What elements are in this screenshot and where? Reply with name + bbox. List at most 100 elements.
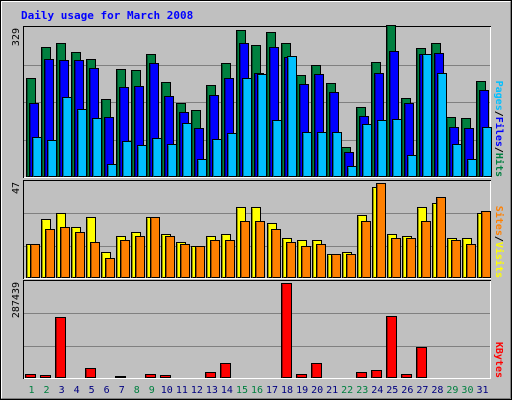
bar-kbytes-kbytes-day-7 <box>115 376 126 378</box>
bar-kbytes-kbytes-day-5 <box>85 368 96 378</box>
bar-visits-sites-day-3 <box>60 227 70 278</box>
day-label-12: 12 <box>191 385 203 396</box>
day-label-7: 7 <box>119 385 125 396</box>
bar-visits-sites-day-27 <box>421 221 431 278</box>
bar-kbytes-kbytes-day-14 <box>220 363 231 378</box>
bar-visits-sites-day-12 <box>195 246 205 278</box>
axis-title-part: / <box>493 236 504 242</box>
day-label-13: 13 <box>206 385 218 396</box>
day-label-1: 1 <box>29 385 35 396</box>
bar-hits-pages-day-31 <box>482 127 492 177</box>
axis-title-part: / <box>493 111 504 117</box>
bar-kbytes-kbytes-day-18 <box>281 283 292 378</box>
day-label-17: 17 <box>266 385 278 396</box>
bar-kbytes-kbytes-day-1 <box>25 374 36 378</box>
day-label-3: 3 <box>59 385 65 396</box>
day-label-26: 26 <box>401 385 413 396</box>
bar-visits-sites-day-14 <box>225 240 235 278</box>
day-label-16: 16 <box>251 385 263 396</box>
bar-visits-sites-day-10 <box>165 236 175 278</box>
bar-visits-sites-day-15 <box>240 221 250 278</box>
bar-kbytes-kbytes-day-9 <box>145 374 156 378</box>
bar-kbytes-kbytes-day-20 <box>311 363 322 378</box>
bar-kbytes-kbytes-day-25 <box>386 316 397 378</box>
day-label-9: 9 <box>149 385 155 396</box>
panel-hits-axis-title: Pages/Files/Hits <box>493 81 505 177</box>
day-label-25: 25 <box>386 385 398 396</box>
bar-visits-sites-day-26 <box>406 238 416 278</box>
bar-visits-sites-day-20 <box>316 244 326 278</box>
bar-visits-sites-day-13 <box>210 240 220 278</box>
day-label-29: 29 <box>446 385 458 396</box>
bar-kbytes-kbytes-day-27 <box>416 347 427 378</box>
day-label-8: 8 <box>134 385 140 396</box>
bar-visits-sites-day-11 <box>180 244 190 278</box>
day-label-14: 14 <box>221 385 233 396</box>
axis-title-part: Files <box>493 117 505 147</box>
axis-title-part: Visits <box>493 242 505 278</box>
panel-visits: 47 Sites/Visits <box>11 180 505 279</box>
chart-title: Daily usage for March 2008 <box>21 9 193 22</box>
bar-visits-sites-day-7 <box>120 240 130 278</box>
chart-panels: 329Pages/Files/Hits47Sites/Visits287439K… <box>11 25 505 396</box>
bar-visits-sites-day-19 <box>301 246 311 278</box>
day-label-23: 23 <box>356 385 368 396</box>
day-label-11: 11 <box>176 385 188 396</box>
bar-visits-sites-day-28 <box>436 197 446 278</box>
bar-visits-sites-day-4 <box>75 232 85 278</box>
bar-visits-sites-day-9 <box>150 217 160 278</box>
axis-title-part: / <box>493 147 504 153</box>
day-label-28: 28 <box>431 385 443 396</box>
bar-kbytes-kbytes-day-10 <box>160 375 171 378</box>
day-label-19: 19 <box>296 385 308 396</box>
bar-visits-sites-day-22 <box>346 254 356 278</box>
bar-kbytes-kbytes-day-13 <box>205 372 216 378</box>
day-label-27: 27 <box>416 385 428 396</box>
bar-kbytes-kbytes-day-19 <box>296 374 307 378</box>
bar-visits-sites-day-24 <box>376 183 386 278</box>
axis-title-part: Hits <box>493 153 505 177</box>
day-label-31: 31 <box>476 385 488 396</box>
bar-visits-sites-day-6 <box>105 258 115 278</box>
day-label-2: 2 <box>44 385 50 396</box>
day-label-10: 10 <box>161 385 173 396</box>
panel-hits-max-label: 329 <box>11 28 22 46</box>
bar-visits-sites-day-21 <box>331 254 341 278</box>
day-label-22: 22 <box>341 385 353 396</box>
day-label-30: 30 <box>461 385 473 396</box>
bar-visits-sites-day-31 <box>481 211 491 278</box>
bar-kbytes-kbytes-day-24 <box>371 370 382 378</box>
bar-visits-sites-day-8 <box>135 236 145 278</box>
bar-visits-sites-day-29 <box>451 240 461 278</box>
bar-visits-sites-day-23 <box>361 221 371 278</box>
day-label-5: 5 <box>89 385 95 396</box>
bar-visits-sites-day-5 <box>90 242 100 278</box>
day-label-20: 20 <box>311 385 323 396</box>
bar-kbytes-kbytes-day-26 <box>401 374 412 378</box>
day-label-15: 15 <box>236 385 248 396</box>
axis-title-part: Sites <box>493 206 505 236</box>
panel-hits: 329 Pages/Files/Hits <box>11 25 505 178</box>
panel-kbytes: 287439 KBytes <box>11 280 504 379</box>
day-label-24: 24 <box>371 385 383 396</box>
bar-visits-sites-day-18 <box>286 242 296 278</box>
bar-kbytes-kbytes-day-3 <box>55 317 66 378</box>
bar-visits-sites-day-1 <box>30 244 40 278</box>
panel-kbytes-axis-title: KBytes <box>493 342 504 378</box>
day-label-21: 21 <box>326 385 338 396</box>
bar-visits-sites-day-25 <box>391 238 401 278</box>
panel-visits-axis-title: Sites/Visits <box>493 206 505 278</box>
day-label-4: 4 <box>74 385 80 396</box>
day-label-18: 18 <box>281 385 293 396</box>
bar-kbytes-kbytes-day-2 <box>40 375 51 378</box>
bar-visits-sites-day-16 <box>255 221 265 278</box>
bar-kbytes-kbytes-day-23 <box>356 372 367 378</box>
axis-title-part: KBytes <box>493 342 504 378</box>
day-label-6: 6 <box>104 385 110 396</box>
bar-visits-sites-day-17 <box>271 229 281 278</box>
panel-kbytes-max-label: 287439 <box>11 282 22 318</box>
bar-visits-sites-day-30 <box>466 244 476 278</box>
panel-visits-max-label: 47 <box>11 182 22 194</box>
